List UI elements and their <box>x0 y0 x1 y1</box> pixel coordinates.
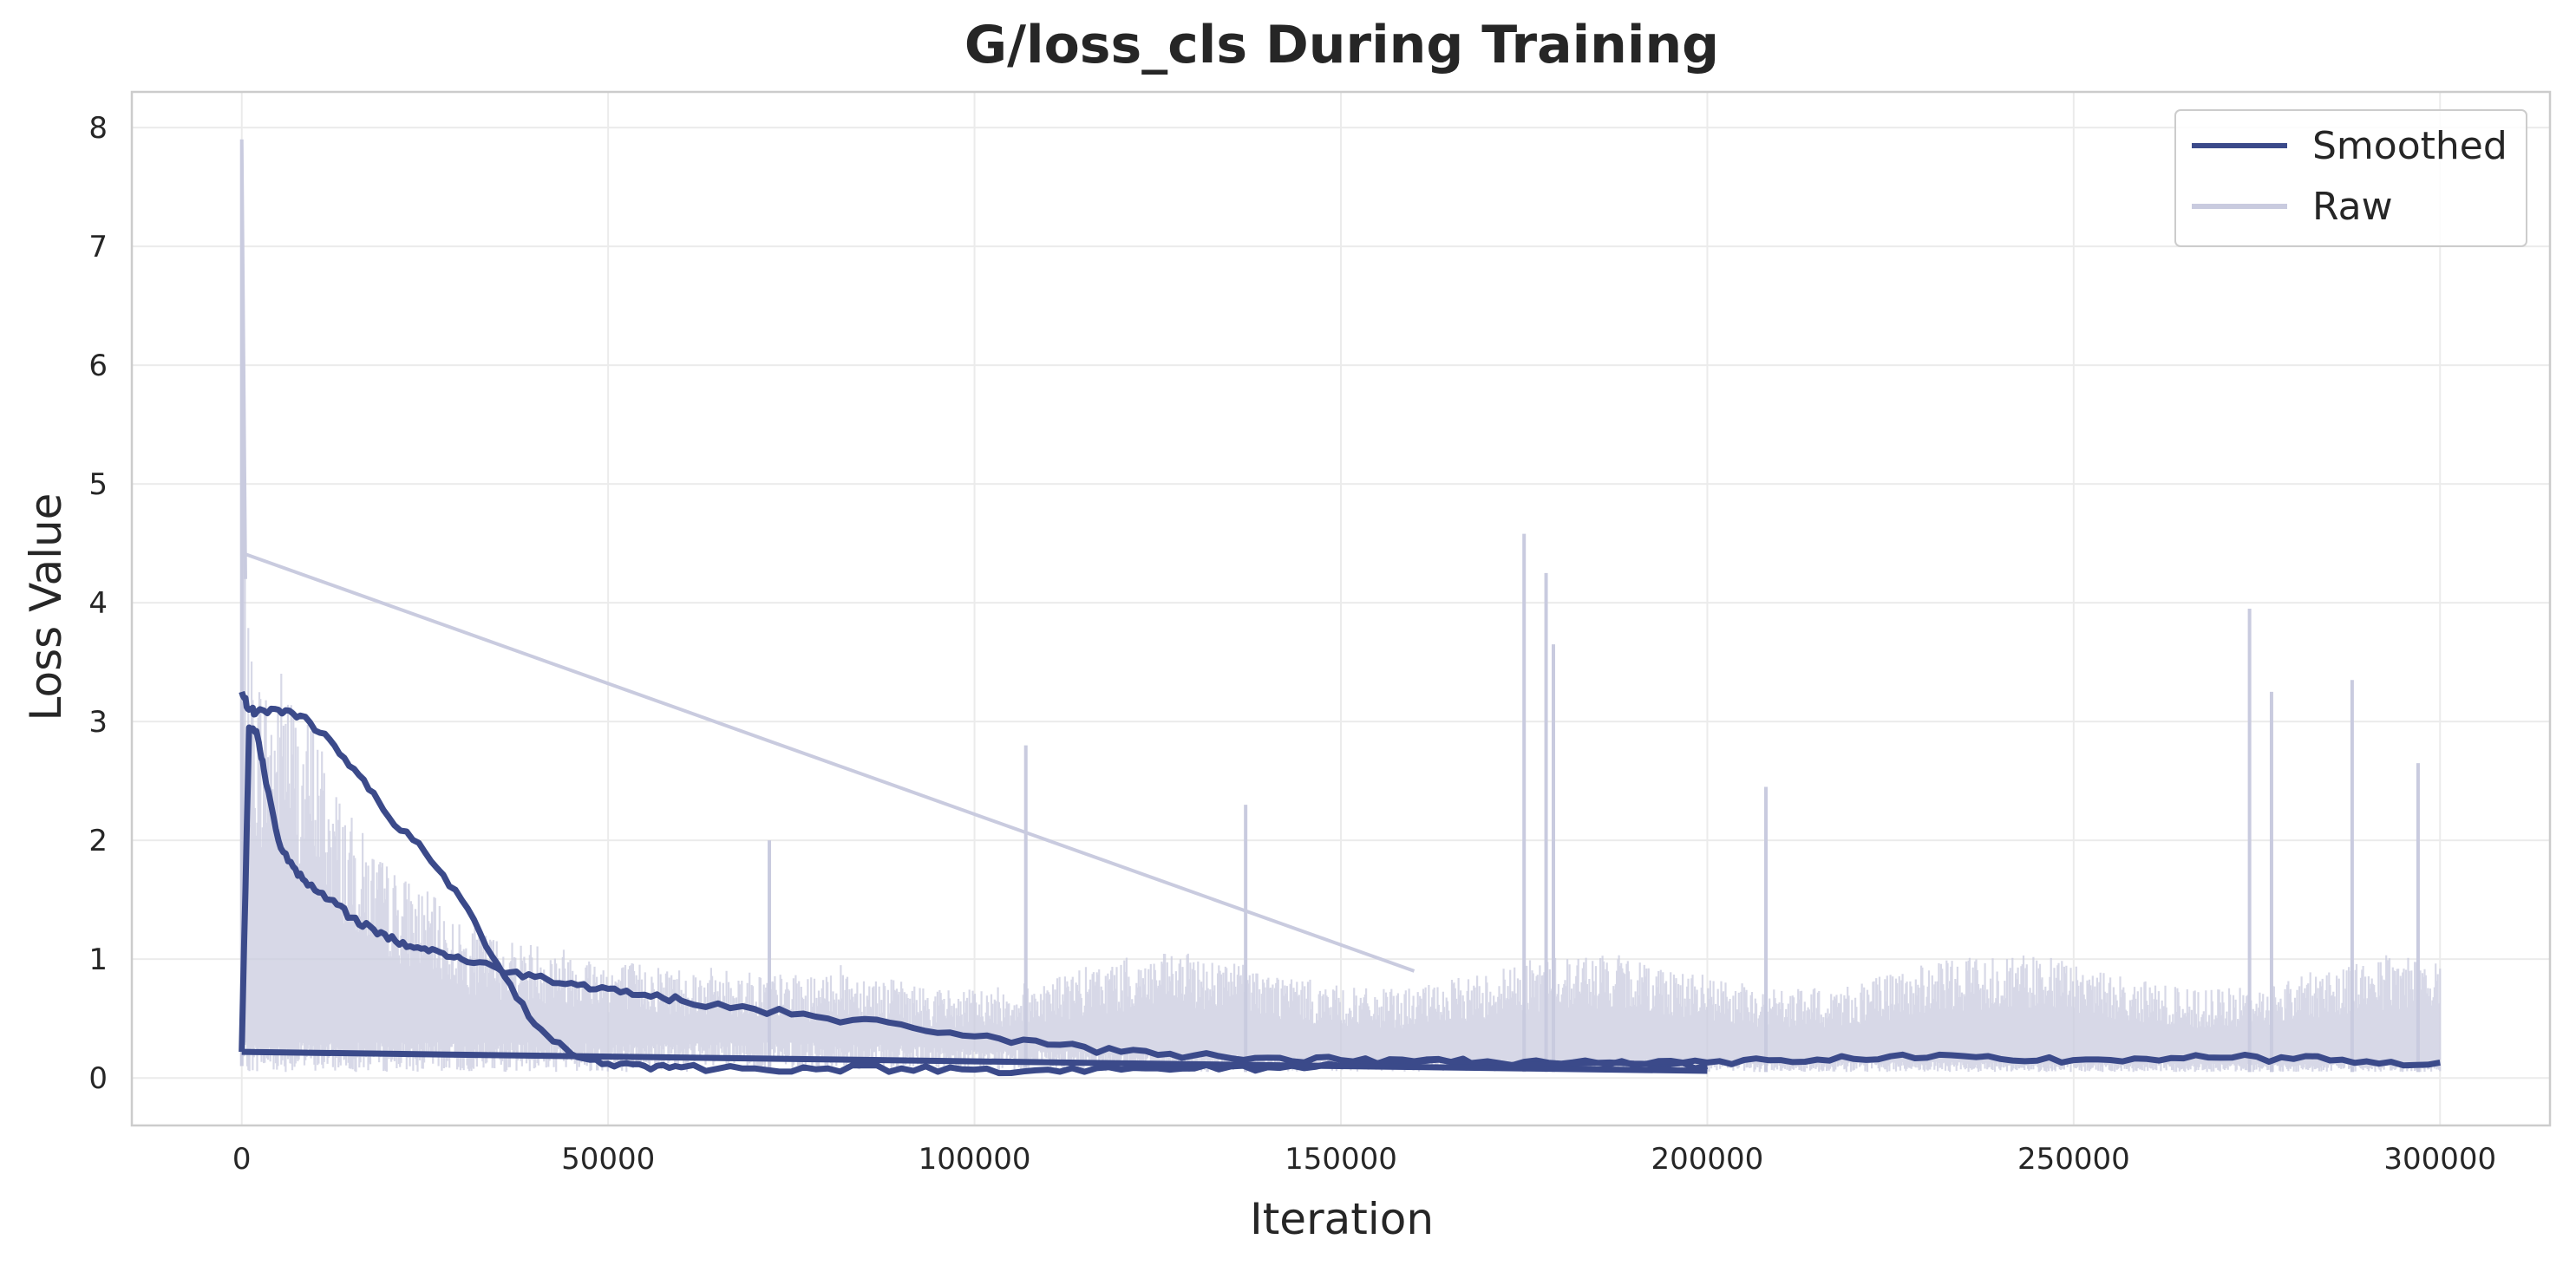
y-axis-label: Loss Value <box>21 493 71 721</box>
x-tick-label: 200000 <box>1651 1142 1764 1177</box>
series-layer <box>239 139 2441 1077</box>
legend-label-smoothed: Smoothed <box>2312 124 2507 168</box>
y-tick-label: 3 <box>88 705 108 740</box>
axes-frame <box>130 90 2552 1127</box>
y-tick-label: 6 <box>88 349 108 383</box>
raw-initial-peak <box>239 139 247 1067</box>
smoothed-line <box>239 724 1709 1072</box>
y-tick-label: 4 <box>88 586 108 621</box>
smoothed-line <box>1340 1051 2441 1069</box>
chart-title: G/loss_cls During Training <box>964 15 1719 75</box>
legend: Smoothed Raw <box>2174 109 2527 247</box>
x-tick-label: 0 <box>232 1142 252 1177</box>
y-tick-label: 8 <box>88 111 108 146</box>
y-ticks: 0 1 2 3 4 5 6 7 8 <box>88 111 108 1096</box>
y-tick-label: 1 <box>88 943 108 977</box>
x-tick-label: 250000 <box>2017 1142 2130 1177</box>
legend-label-raw: Raw <box>2312 185 2393 229</box>
raw-diagonal-line <box>241 551 1415 973</box>
x-tick-label: 150000 <box>1285 1142 1397 1177</box>
y-tick-label: 7 <box>88 230 108 264</box>
y-tick-label: 2 <box>88 824 108 858</box>
x-tick-label: 300000 <box>2383 1142 2496 1177</box>
y-tick-label: 0 <box>88 1061 108 1096</box>
x-tick-label: 100000 <box>919 1142 1031 1177</box>
x-axis-label: Iteration <box>1250 1194 1434 1244</box>
x-ticks: 0 50000 100000 150000 200000 250000 300000 <box>232 1142 2496 1177</box>
smoothed-line <box>241 1048 1708 1074</box>
y-tick-label: 5 <box>88 467 108 502</box>
grid <box>132 92 2550 1125</box>
x-tick-label: 50000 <box>561 1142 655 1177</box>
